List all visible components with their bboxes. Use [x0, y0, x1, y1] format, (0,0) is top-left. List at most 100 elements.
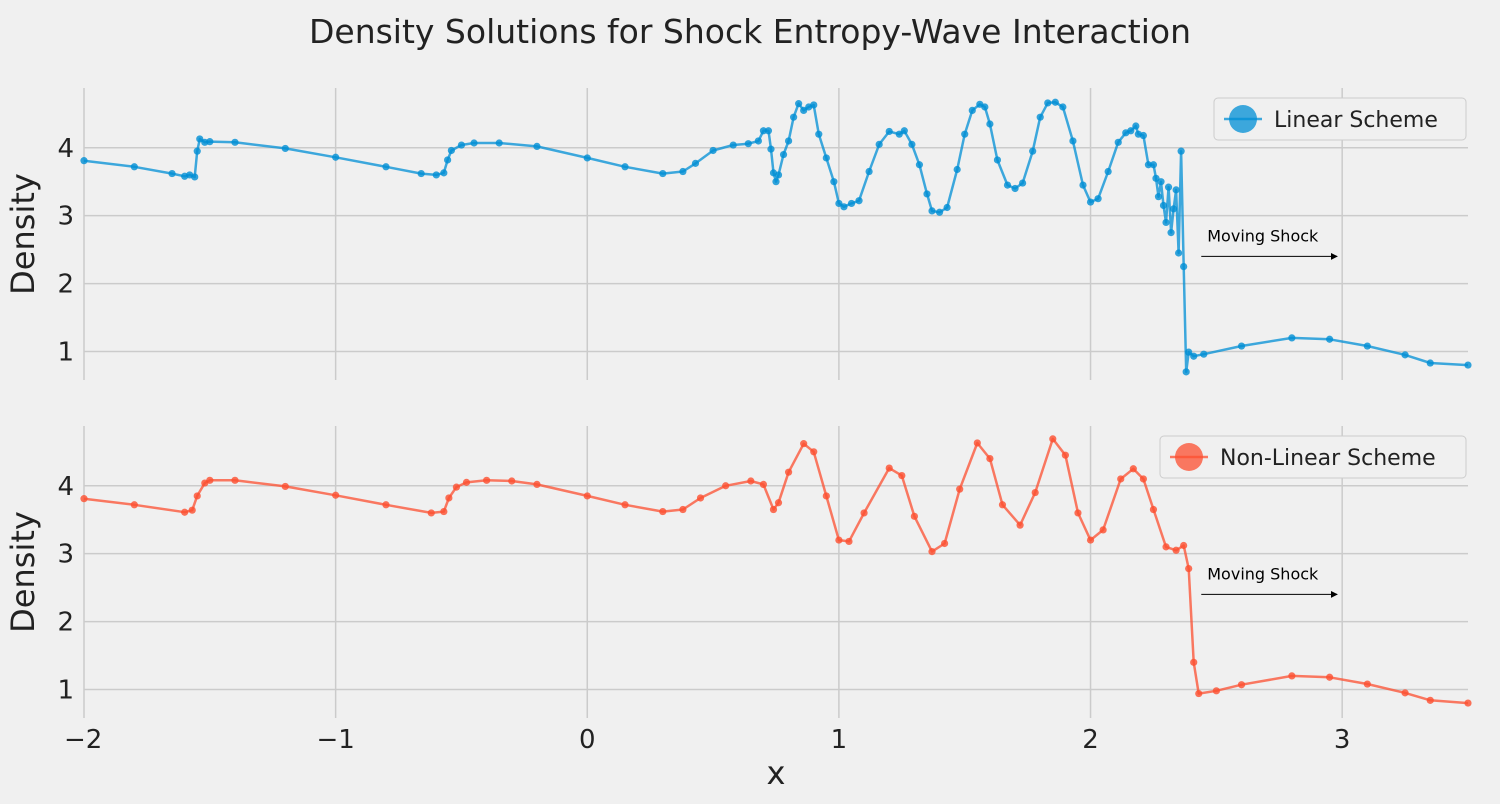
data-point [1177, 147, 1185, 155]
annotation-label: Moving Shock [1207, 226, 1319, 245]
data-point [440, 169, 448, 177]
data-point [845, 537, 853, 546]
data-point [1180, 262, 1188, 271]
data-point [483, 476, 491, 484]
data-point [457, 141, 466, 149]
data-point [445, 494, 453, 502]
legend-box [1159, 435, 1467, 479]
data-point [130, 163, 138, 171]
data-point [1132, 122, 1140, 130]
data-point [696, 494, 705, 502]
data-point [993, 156, 1002, 164]
data-point [915, 161, 924, 169]
data-point [956, 485, 964, 493]
data-point [1016, 521, 1024, 529]
data-point [583, 492, 591, 500]
data-point [80, 495, 88, 503]
data-point [1139, 475, 1147, 483]
data-point [1464, 361, 1472, 369]
data-point [772, 178, 780, 186]
data-point [981, 103, 989, 111]
data-point [830, 178, 838, 186]
data-point [1190, 658, 1198, 666]
data-point [470, 139, 478, 147]
data-point [191, 173, 199, 181]
legend-box [1213, 97, 1467, 141]
data-point [1162, 543, 1170, 551]
legend-label: Linear Scheme [1274, 108, 1438, 133]
data-point [231, 476, 239, 484]
data-point [709, 146, 717, 155]
data-point [943, 203, 951, 212]
data-point [679, 505, 687, 514]
data-point [759, 480, 768, 488]
data-point [855, 197, 863, 205]
data-point [1237, 681, 1246, 689]
data-point [621, 501, 629, 509]
y-axis-label: Density [4, 173, 42, 295]
data-point [961, 130, 969, 138]
data-point [1363, 680, 1371, 688]
data-point [1157, 178, 1165, 186]
data-point [810, 101, 818, 109]
legend-marker [1229, 105, 1257, 133]
data-point [800, 106, 808, 115]
y-tick-label: 1 [57, 337, 74, 367]
data-point [508, 477, 516, 485]
data-point [900, 127, 908, 135]
data-point [332, 491, 340, 499]
data-point [747, 477, 755, 485]
data-point [822, 492, 830, 500]
data-point [774, 499, 783, 507]
data-point [923, 190, 931, 198]
data-point [427, 509, 435, 517]
data-point [444, 156, 452, 164]
data-point [835, 199, 843, 208]
figure-title: Density Solutions for Shock Entropy-Wave… [309, 12, 1191, 51]
data-point [795, 100, 803, 108]
data-point [908, 140, 916, 148]
data-point [810, 448, 818, 456]
data-point [417, 169, 425, 178]
y-tick-label: 4 [57, 134, 74, 164]
data-point [440, 507, 448, 516]
data-point [1094, 195, 1102, 203]
data-point [1069, 137, 1077, 145]
y-axis-label: Density [4, 511, 42, 633]
data-point [193, 147, 201, 155]
data-point [1159, 201, 1168, 210]
data-point [691, 159, 700, 167]
x-tick-label: 1 [831, 725, 848, 755]
data-point [815, 130, 823, 138]
data-point [452, 483, 461, 491]
annotation: Moving Shock [1201, 226, 1338, 260]
data-point [206, 476, 214, 484]
data-point [895, 130, 903, 138]
data-point [659, 507, 667, 516]
data-point [953, 165, 961, 174]
x-axis-label: x [767, 754, 786, 792]
y-tick-label: 3 [57, 540, 74, 570]
series-non-linear-scheme [80, 435, 1472, 707]
data-point [744, 140, 752, 148]
data-point [1195, 689, 1203, 698]
data-point [759, 127, 768, 135]
y-tick-label: 3 [57, 202, 74, 232]
data-point [1086, 536, 1095, 544]
data-point [1180, 541, 1188, 550]
data-point [1169, 205, 1178, 213]
data-point [1049, 435, 1057, 443]
data-point [181, 508, 189, 516]
data-point [583, 154, 591, 162]
data-point [1288, 672, 1296, 680]
data-point [533, 142, 541, 150]
data-point [1149, 505, 1158, 514]
data-point [1127, 127, 1135, 135]
legend: Linear Scheme [1213, 97, 1467, 141]
data-point [231, 138, 239, 146]
data-point [1114, 138, 1122, 146]
data-point [1031, 488, 1039, 497]
data-point [1401, 351, 1409, 359]
data-point [986, 454, 994, 463]
data-point [679, 167, 687, 176]
